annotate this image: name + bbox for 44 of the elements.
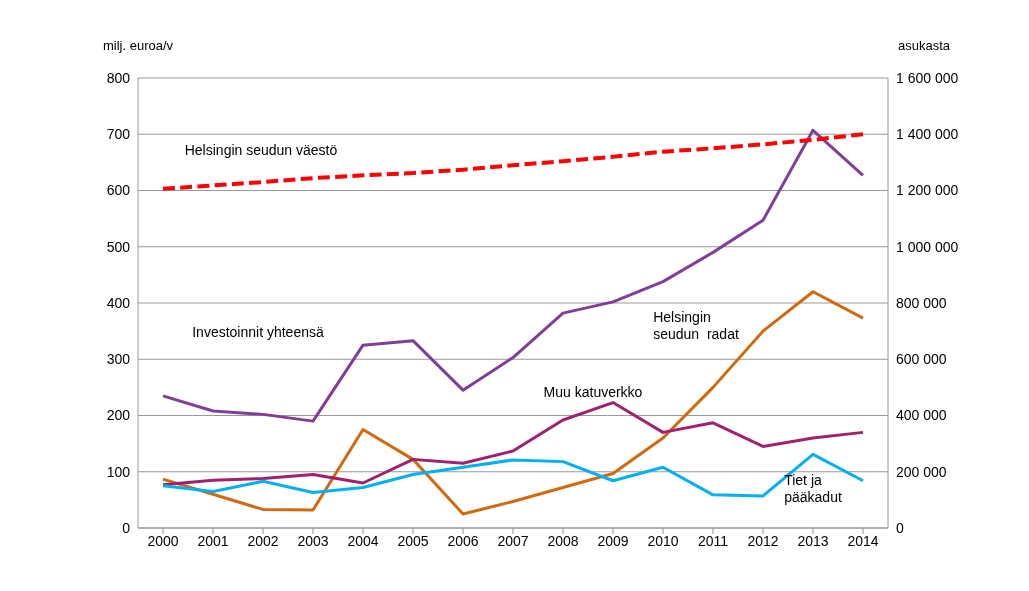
x-tick-label: 2012 <box>747 532 779 549</box>
y-tick-label: 100 <box>106 463 131 480</box>
series-label: Helsingin seudun radat <box>653 309 739 343</box>
y-tick-label: 400 <box>106 294 131 311</box>
x-tick-label: 2008 <box>547 532 579 549</box>
y2-tick-label: 1 200 000 <box>896 182 959 199</box>
y2-tick-label: 600 000 <box>896 351 947 368</box>
series-label: Tiet ja pääkadut <box>784 472 842 506</box>
y-tick-label: 700 <box>106 126 131 143</box>
series-label: Muu katuverkko <box>543 383 643 401</box>
y-tick-label: 0 <box>122 519 131 536</box>
line-series <box>161 132 865 191</box>
x-tick-label: 2007 <box>497 532 529 549</box>
y2-tick-label: 200 000 <box>896 463 947 480</box>
y2-tick-label: 1 600 000 <box>896 69 959 86</box>
x-tick-label: 2010 <box>647 532 679 549</box>
x-tick-label: 2009 <box>597 532 629 549</box>
y-axis-title: milj. euroa/v <box>103 38 174 53</box>
y2-tick-label: 1 400 000 <box>896 126 959 143</box>
line-series <box>161 290 865 516</box>
y-tick-label: 300 <box>106 351 131 368</box>
text: Investoinnit yhteensä <box>192 323 324 341</box>
x-tick-label: 2000 <box>147 532 179 549</box>
y2-tick-label: 800 000 <box>896 294 947 311</box>
series-label: Helsingin seudun väestö <box>184 141 338 159</box>
x-tick-label: 2004 <box>347 532 379 549</box>
x-tick-label: 2001 <box>197 532 229 549</box>
y-tick-label: 200 <box>106 407 131 424</box>
x-tick-label: 2005 <box>397 532 429 549</box>
y-tick-label: 500 <box>106 238 131 255</box>
x-tick-label: 2003 <box>297 532 329 549</box>
x-tick-label: 2011 <box>697 532 729 549</box>
y-tick-label: 800 <box>106 69 131 86</box>
x-tick-label: 2006 <box>447 532 479 549</box>
x-tick-label: 2002 <box>247 532 279 549</box>
y2-tick-label: 400 000 <box>896 407 947 424</box>
x-tick-label: 2014 <box>847 532 879 549</box>
y2-axis-title: asukasta <box>898 38 951 53</box>
line-series <box>161 128 865 423</box>
x-tick-label: 2013 <box>797 532 829 549</box>
y-tick-label: 600 <box>106 182 131 199</box>
y2-tick-label: 0 <box>896 519 904 536</box>
line-series <box>161 401 865 487</box>
y2-tick-label: 1 000 000 <box>896 238 959 255</box>
